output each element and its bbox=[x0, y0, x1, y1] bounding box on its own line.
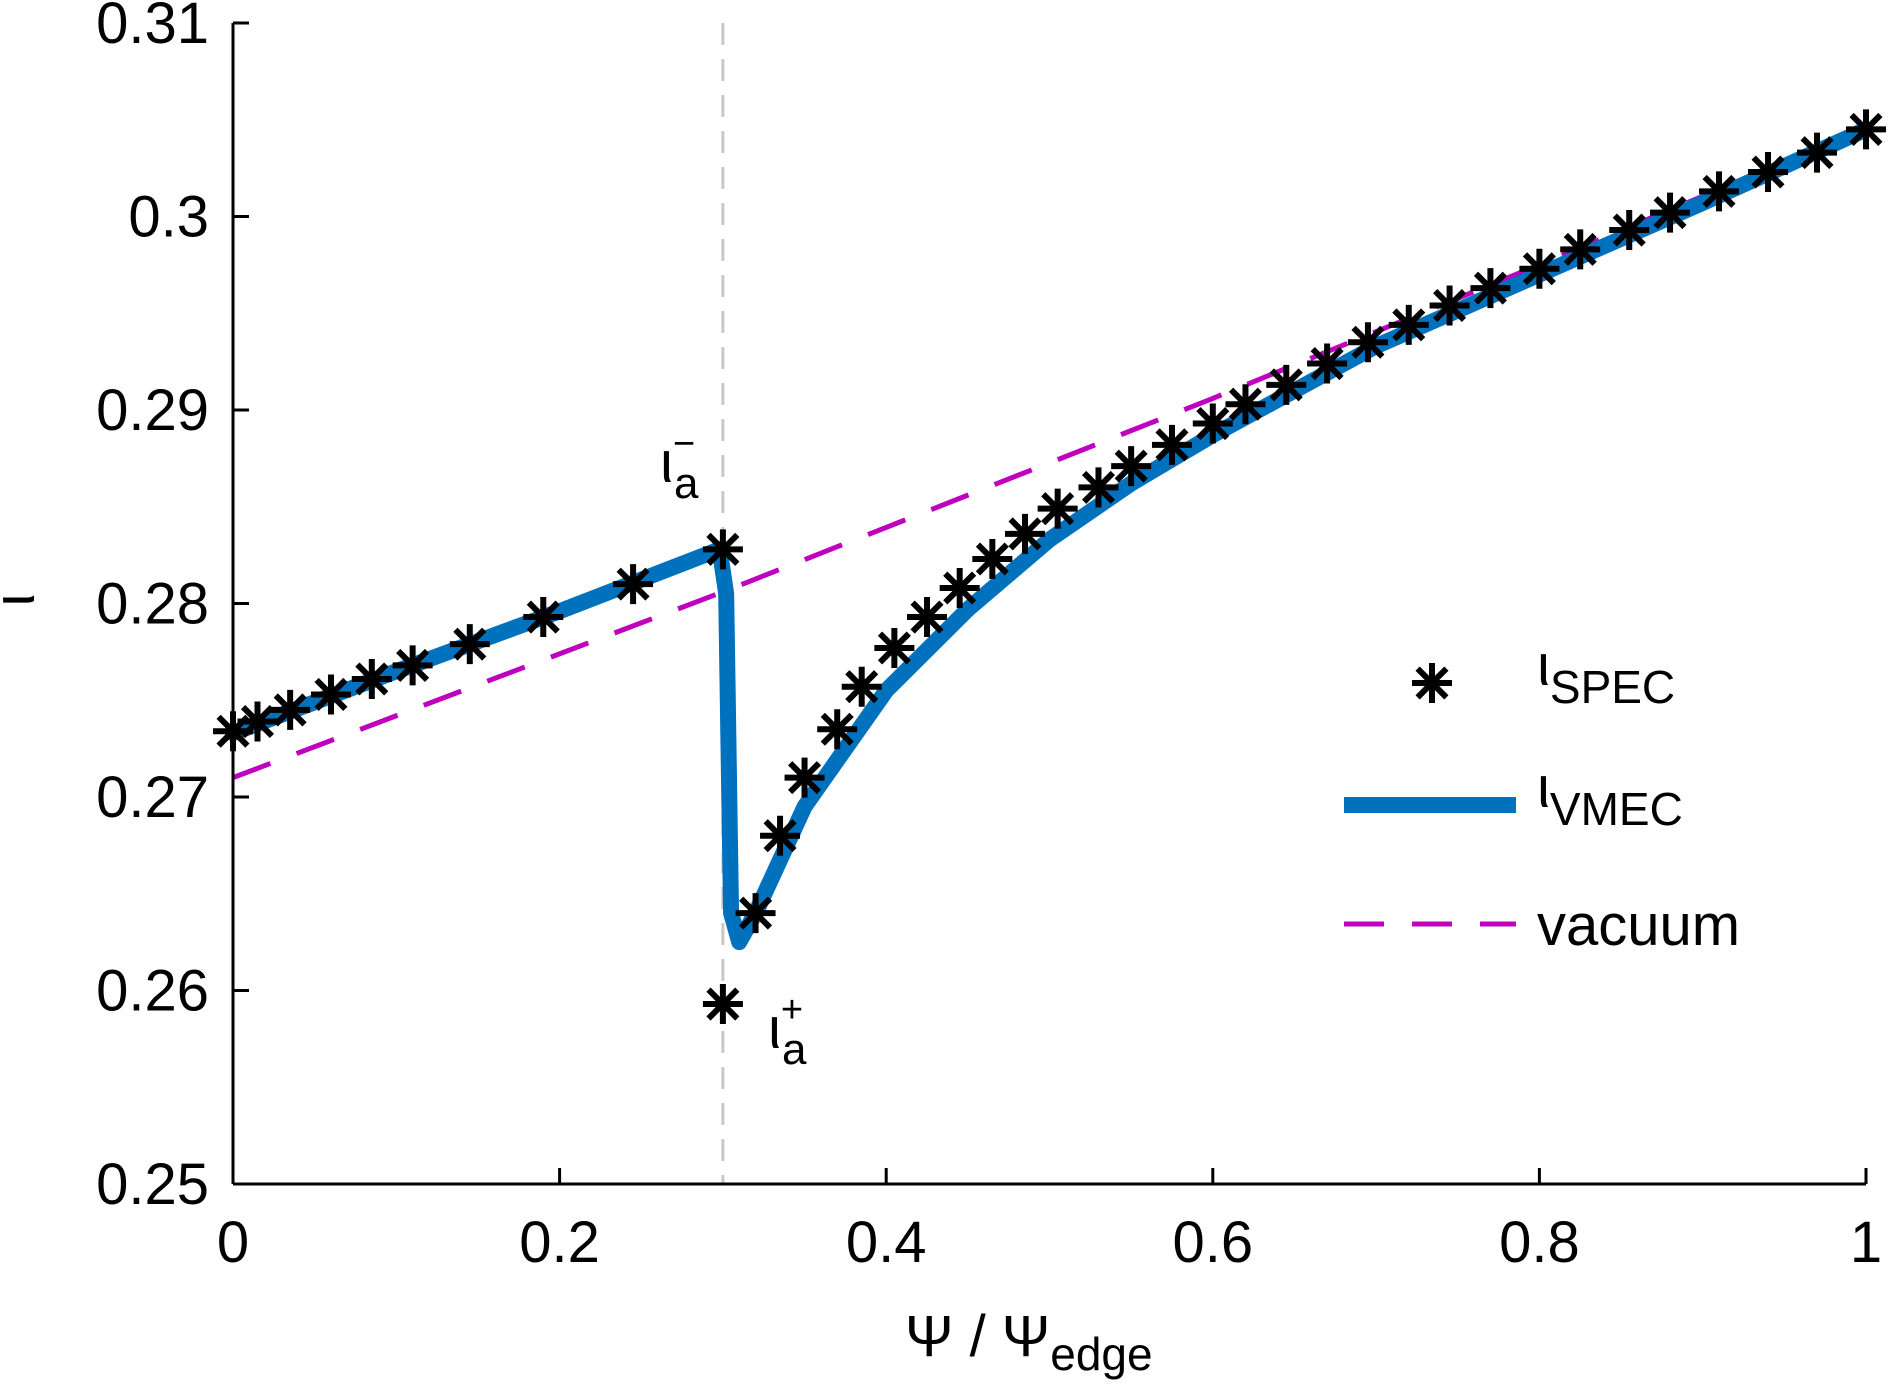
spec-point bbox=[1307, 343, 1348, 384]
spec-point bbox=[1560, 229, 1601, 270]
spec-point bbox=[1748, 151, 1789, 192]
y-tick-label: 0.31 bbox=[96, 0, 209, 56]
y-tick-label: 0.25 bbox=[96, 1152, 209, 1217]
y-tick-label: 0.29 bbox=[96, 378, 209, 443]
spec-point bbox=[1347, 322, 1388, 363]
y-tick-label: 0.26 bbox=[96, 959, 209, 1024]
spec-point bbox=[270, 689, 311, 730]
spec-point bbox=[392, 645, 433, 686]
legend-spec-label: ιSPEC bbox=[1537, 633, 1675, 713]
legend-vacuum-label: vacuum bbox=[1537, 893, 1740, 958]
spec-point bbox=[1429, 285, 1470, 326]
spec-point bbox=[939, 568, 980, 609]
spec-point bbox=[1037, 488, 1078, 529]
spec-point bbox=[1111, 446, 1152, 487]
x-axis-label-sub: edge bbox=[1050, 1328, 1152, 1380]
axes: 0 0.2 0.4 0.6 0.8 1 0.25 0.26 0.27 0.28 0.29 0.3 0.3… bbox=[96, 0, 1882, 1275]
spec-point bbox=[760, 815, 801, 856]
spec-point bbox=[1266, 364, 1307, 405]
spec-point bbox=[1225, 384, 1266, 425]
spec-point bbox=[817, 709, 858, 750]
legend-vmec-label: ιVMEC bbox=[1537, 755, 1683, 835]
spec-point bbox=[1609, 210, 1650, 251]
spec-point bbox=[784, 757, 825, 798]
spec-point bbox=[735, 893, 776, 934]
spec-point bbox=[1192, 403, 1233, 444]
x-tick-label: 0.2 bbox=[519, 1210, 600, 1275]
x-tick-label: 0.8 bbox=[1499, 1210, 1580, 1275]
spec-point bbox=[1650, 192, 1691, 233]
annotation-label: ι+ a bbox=[768, 989, 807, 1074]
spec-point bbox=[874, 628, 915, 669]
spec-point bbox=[1797, 132, 1838, 173]
x-tick-label: 0.6 bbox=[1172, 1210, 1253, 1275]
annotation-label: ι− a bbox=[660, 423, 699, 508]
spec-point bbox=[613, 564, 654, 605]
x-tick-label: 0 bbox=[217, 1210, 249, 1275]
y-tick-label: 0.3 bbox=[128, 185, 209, 250]
annotations: ι− a ι+ a bbox=[660, 423, 807, 1074]
spec-point bbox=[702, 529, 743, 570]
spec-point bbox=[449, 624, 490, 665]
spec-point bbox=[1470, 268, 1511, 309]
spec-point bbox=[1699, 171, 1740, 212]
spec-point bbox=[1005, 513, 1046, 554]
spec-point bbox=[310, 674, 351, 715]
x-axis-label: Ψ / Ψedge bbox=[905, 1304, 1153, 1380]
spec-point bbox=[523, 597, 564, 638]
x-tick-label: 0.4 bbox=[846, 1210, 927, 1275]
spec-point bbox=[1519, 248, 1560, 289]
spec-point bbox=[237, 701, 278, 742]
spec-point bbox=[702, 984, 743, 1025]
spec-point bbox=[1078, 467, 1119, 508]
plot-area bbox=[213, 23, 1886, 1184]
spec-point bbox=[907, 597, 948, 638]
spec-point bbox=[841, 666, 882, 707]
legend-spec-marker bbox=[1412, 663, 1452, 703]
y-tick-label: 0.27 bbox=[96, 765, 209, 830]
spec-point bbox=[1846, 109, 1886, 150]
spec-point bbox=[972, 538, 1013, 579]
spec-point bbox=[351, 658, 392, 699]
spec-point bbox=[1151, 424, 1192, 465]
spec-point bbox=[1388, 304, 1429, 345]
x-tick-label: 1 bbox=[1850, 1210, 1882, 1275]
legend: ιSPEC ιVMEC vacuum bbox=[1344, 633, 1740, 958]
y-axis-label: ι bbox=[0, 594, 47, 607]
y-tick-label: 0.28 bbox=[96, 572, 209, 637]
